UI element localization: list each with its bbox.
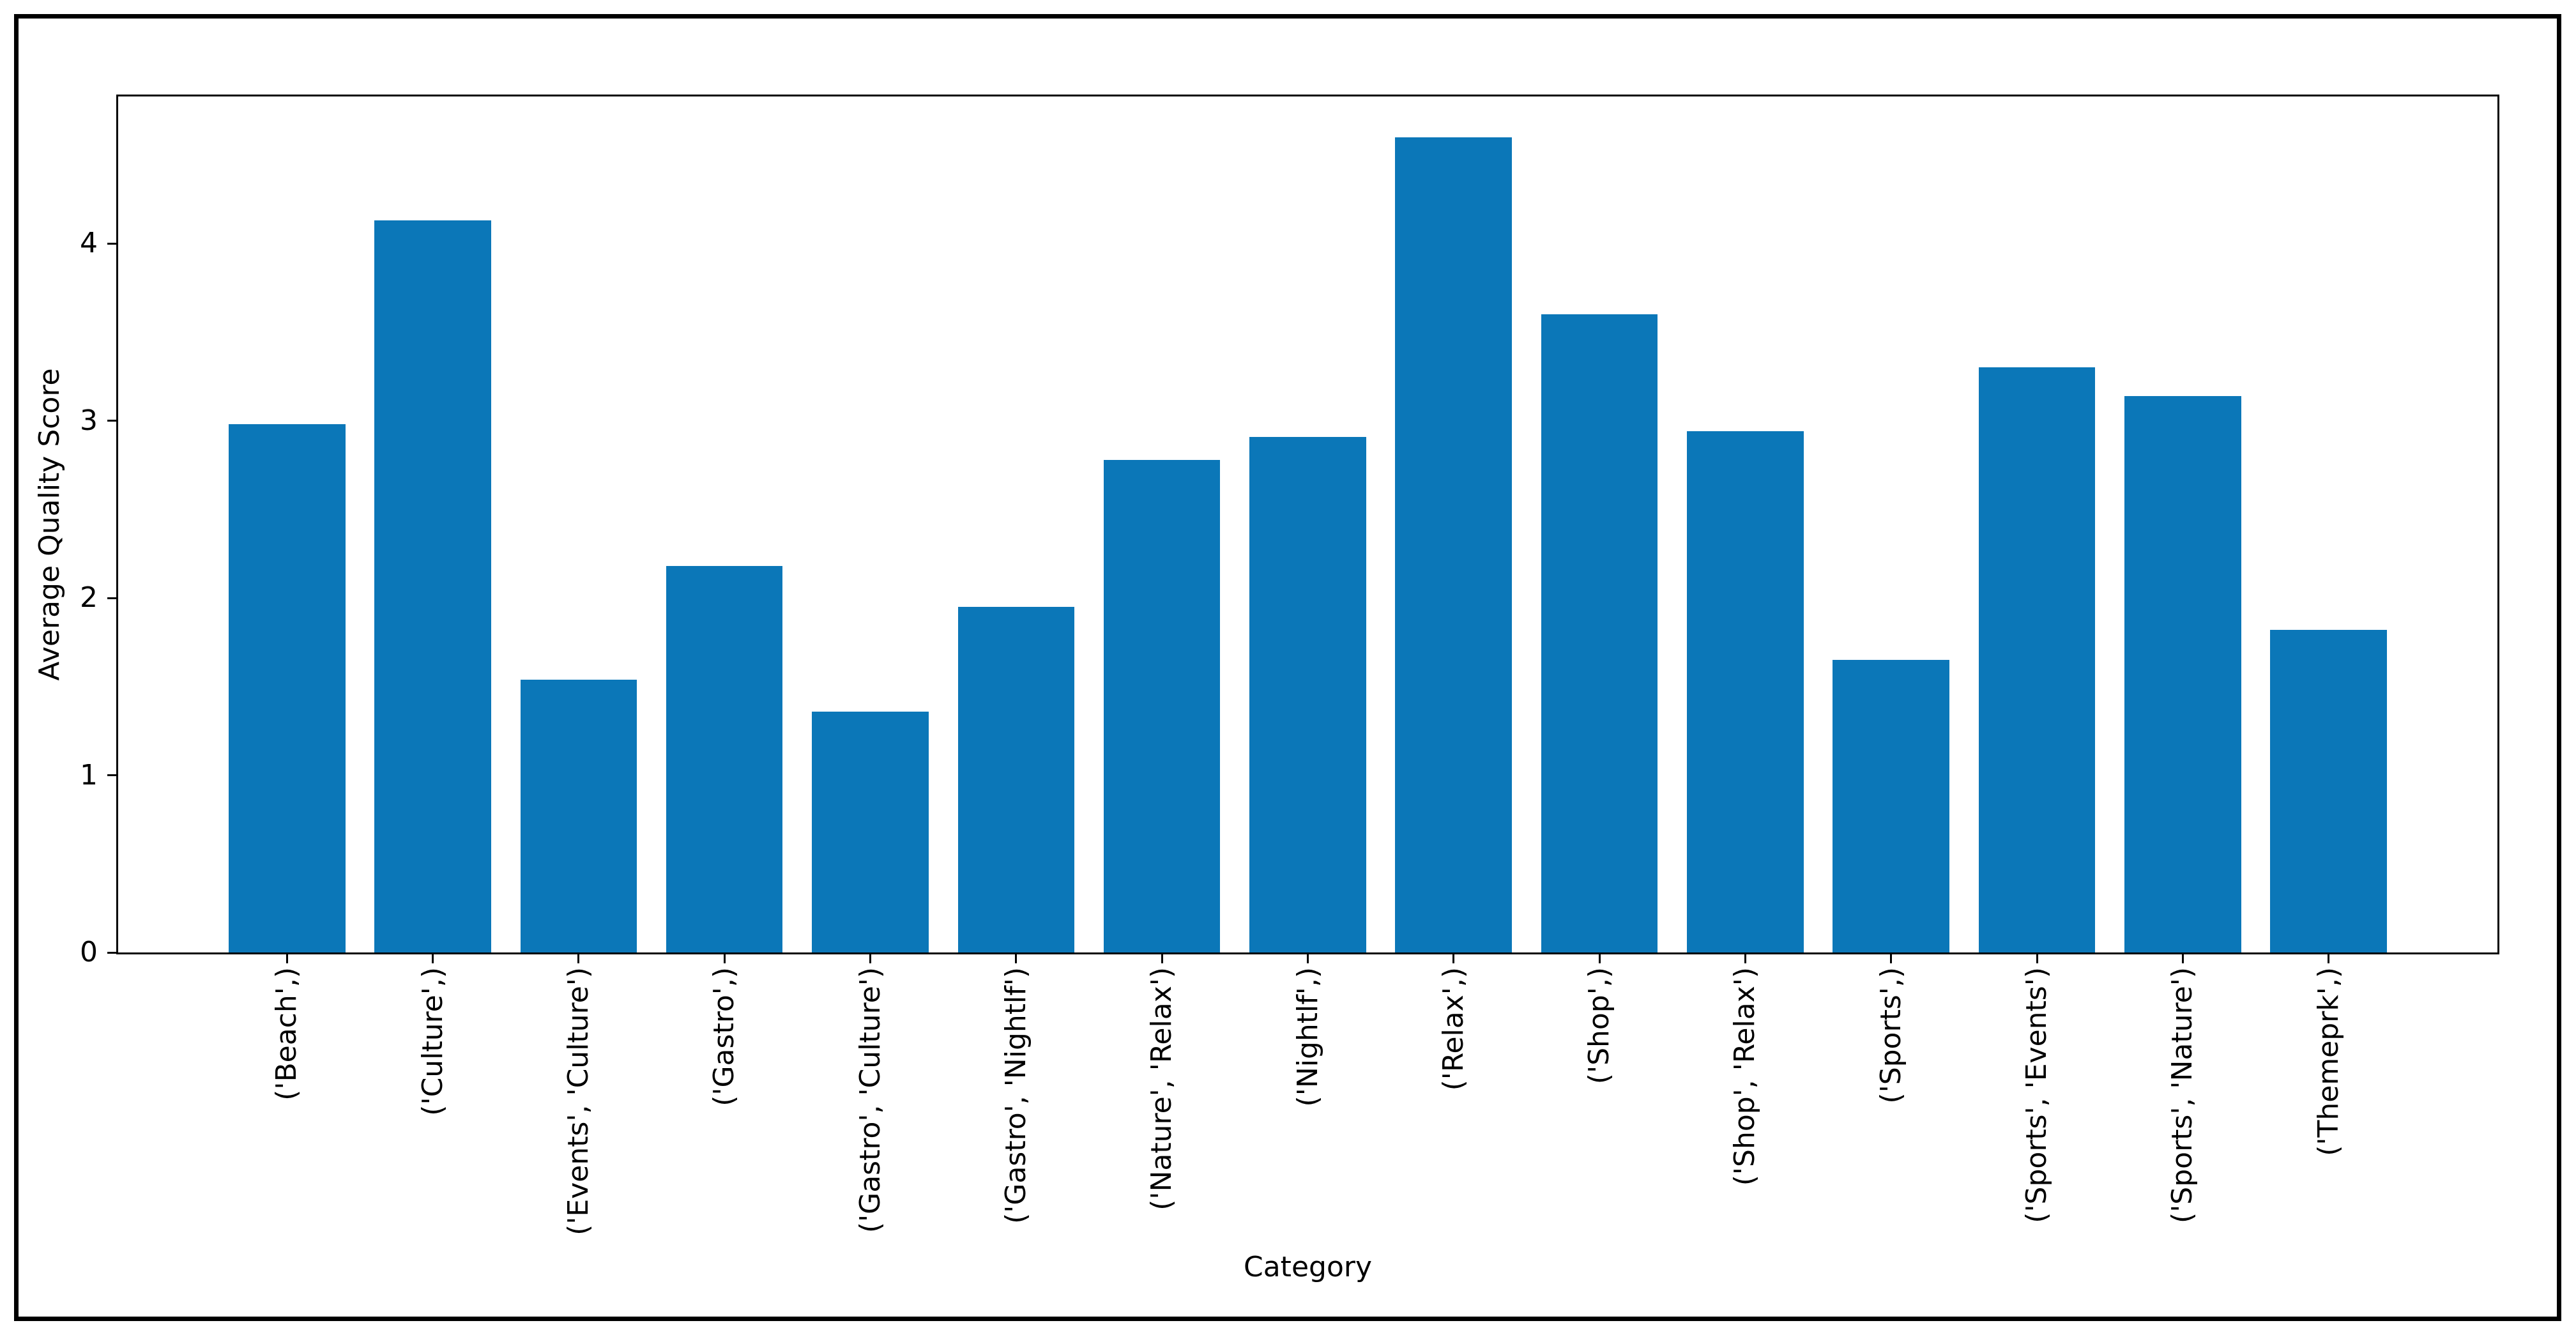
y-tick-mark bbox=[107, 951, 116, 954]
y-tick-mark bbox=[107, 242, 116, 245]
x-tick-mark bbox=[1452, 954, 1455, 963]
x-tick-mark bbox=[723, 954, 726, 963]
x-tick-label: ('Nightlf',) bbox=[1291, 967, 1324, 1107]
bar bbox=[2124, 395, 2241, 952]
y-tick-mark bbox=[107, 420, 116, 422]
y-tick-label: 1 bbox=[80, 758, 98, 791]
bar bbox=[1103, 459, 1221, 952]
x-tick-mark bbox=[869, 954, 871, 963]
x-tick-label: ('Events', 'Culture') bbox=[561, 967, 595, 1235]
y-tick-label: 2 bbox=[80, 581, 98, 615]
y-tick-label: 3 bbox=[80, 404, 98, 437]
x-tick-label: ('Relax',) bbox=[1437, 967, 1470, 1091]
x-tick-label: ('Nature', 'Relax') bbox=[1145, 967, 1178, 1211]
figure-border bbox=[14, 14, 2561, 1321]
y-tick-mark bbox=[107, 774, 116, 777]
plot-area bbox=[116, 95, 2499, 954]
x-tick-mark bbox=[1015, 954, 1017, 963]
x-tick-mark bbox=[1598, 954, 1601, 963]
x-tick-label: ('Gastro',) bbox=[708, 967, 741, 1106]
x-tick-label: ('Sports', 'Events') bbox=[2020, 967, 2054, 1223]
x-tick-label: ('Shop',) bbox=[1583, 967, 1616, 1085]
x-tick-mark bbox=[1890, 954, 1893, 963]
x-tick-mark bbox=[2328, 954, 2330, 963]
x-tick-label: ('Shop', 'Relax') bbox=[1728, 967, 1762, 1186]
x-tick-label: ('Gastro', 'Nightlf') bbox=[999, 967, 1032, 1224]
x-axis-title: Category bbox=[1244, 1251, 1372, 1283]
y-tick-label: 0 bbox=[80, 936, 98, 968]
y-tick-label: 4 bbox=[80, 227, 98, 260]
x-tick-label: ('Culture',) bbox=[416, 967, 449, 1116]
bar bbox=[520, 679, 637, 952]
x-tick-mark bbox=[432, 954, 434, 963]
bar bbox=[1687, 431, 1804, 952]
bar bbox=[374, 220, 491, 952]
y-tick-mark bbox=[107, 597, 116, 599]
bar bbox=[1249, 436, 1366, 952]
x-tick-label: ('Gastro', 'Culture') bbox=[853, 967, 887, 1234]
bar bbox=[957, 607, 1075, 952]
x-tick-label: ('Sports',) bbox=[1874, 967, 1907, 1104]
x-tick-mark bbox=[286, 954, 288, 963]
bar bbox=[1833, 660, 1950, 952]
x-tick-label: ('Themeprk',) bbox=[2312, 967, 2345, 1156]
x-tick-mark bbox=[2036, 954, 2038, 963]
bar bbox=[1541, 314, 1658, 952]
x-tick-mark bbox=[2181, 954, 2184, 963]
x-tick-mark bbox=[1161, 954, 1163, 963]
x-tick-mark bbox=[1307, 954, 1309, 963]
bar bbox=[2270, 630, 2388, 952]
bar bbox=[228, 424, 346, 952]
bar bbox=[812, 711, 929, 952]
x-tick-mark bbox=[1744, 954, 1746, 963]
x-tick-label: ('Beach',) bbox=[270, 967, 303, 1101]
bar bbox=[1395, 137, 1513, 952]
x-tick-label: ('Sports', 'Nature') bbox=[2166, 967, 2199, 1223]
bar bbox=[666, 566, 783, 952]
bar bbox=[1978, 367, 2096, 952]
x-tick-mark bbox=[577, 954, 580, 963]
